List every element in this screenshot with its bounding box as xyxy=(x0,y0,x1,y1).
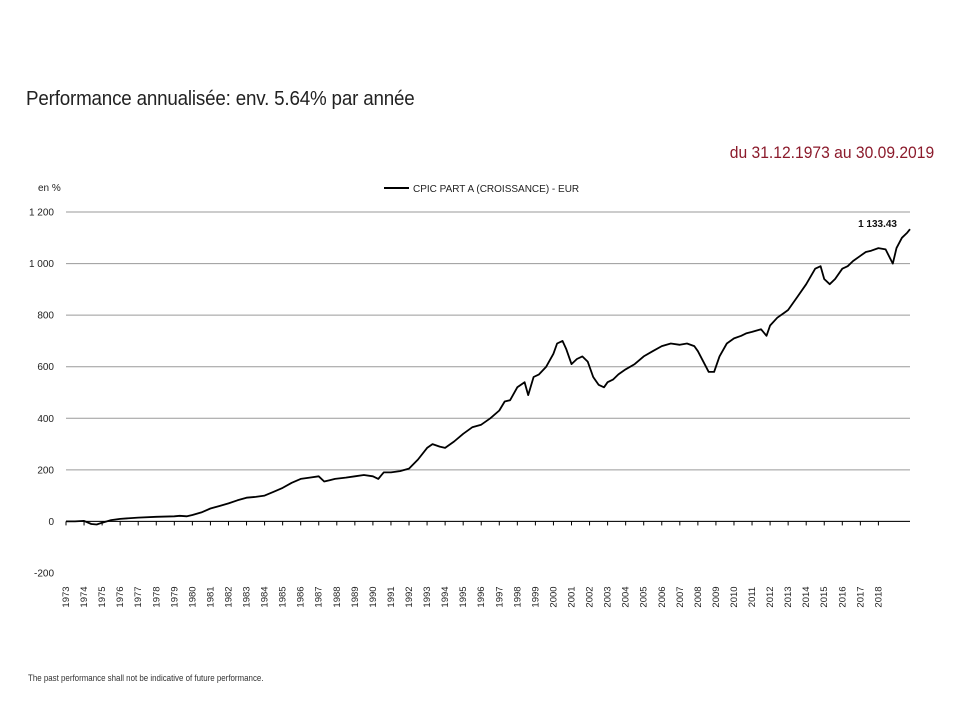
y-axis-ticks: -200 0 200 400 600 800 1 000 1 200 xyxy=(29,208,54,580)
x-tick-label: 2014 xyxy=(801,586,812,607)
x-tick-label: 1999 xyxy=(530,586,541,607)
series-line-0 xyxy=(66,228,911,526)
y-tick-label: 600 xyxy=(37,362,54,373)
period-label: du 31.12.1973 au 30.09.2019 xyxy=(729,143,934,162)
y-tick-label: 800 xyxy=(37,311,54,322)
x-tick-label: 2009 xyxy=(711,586,722,607)
x-tick-label: 2008 xyxy=(693,586,704,607)
x-tick-label: 1991 xyxy=(386,586,397,607)
x-tick-label: 1989 xyxy=(350,586,361,607)
y-axis-unit-label: en % xyxy=(38,183,61,194)
y-tick-label: 1 200 xyxy=(29,208,54,219)
x-tick-label: 2018 xyxy=(873,586,884,607)
x-tick-label: 2001 xyxy=(566,586,577,607)
x-tick-label: 1983 xyxy=(242,586,253,607)
y-tick-label: 200 xyxy=(37,465,54,476)
x-tick-label: 1982 xyxy=(223,586,234,607)
x-tick-label: 2002 xyxy=(585,586,596,607)
x-tick-label: 1997 xyxy=(494,586,505,607)
y-tick-label: -200 xyxy=(34,569,54,580)
x-tick-label: 2000 xyxy=(548,586,559,607)
x-tick-label: 1998 xyxy=(512,586,523,607)
x-tick-label: 1985 xyxy=(278,586,289,607)
x-tick-label: 2011 xyxy=(747,587,758,607)
x-tick-label: 1988 xyxy=(332,586,343,607)
x-tick-label: 1996 xyxy=(476,586,487,607)
x-tick-label: 1990 xyxy=(368,586,379,607)
x-tick-label: 1994 xyxy=(440,586,451,607)
x-tick-label: 1974 xyxy=(79,586,90,607)
x-tick-label: 1979 xyxy=(169,586,180,607)
x-tick-label: 1981 xyxy=(205,586,216,607)
series-group xyxy=(66,228,911,526)
x-axis: 1973 1974 1975 1976 1977 1978 1979 1980 1981 1982… xyxy=(61,520,910,608)
gridlines xyxy=(66,211,910,522)
x-tick-label: 1977 xyxy=(133,586,144,607)
disclaimer-note: The past performance shall not be indica… xyxy=(28,673,264,683)
x-tick-label: 1986 xyxy=(296,586,307,607)
page-title: Performance annualisée: env. 5.64% par a… xyxy=(26,88,415,110)
x-tick-label: 2013 xyxy=(783,586,794,607)
x-tick-label: 1980 xyxy=(187,586,198,607)
x-tick-label: 1976 xyxy=(115,586,126,607)
x-tick-label: 2003 xyxy=(603,586,614,607)
x-tick-label: 2017 xyxy=(855,586,866,607)
x-tick-label: 1984 xyxy=(260,586,271,607)
y-tick-label: 0 xyxy=(48,517,54,528)
x-tick-label: 1975 xyxy=(97,586,108,607)
y-tick-label: 1 000 xyxy=(29,259,54,270)
x-tick-label: 1995 xyxy=(458,586,469,607)
x-tick-label: 2012 xyxy=(765,586,776,607)
legend-label: CPIC PART A (CROISSANCE) - EUR xyxy=(413,184,579,195)
x-tick-label: 1992 xyxy=(404,586,415,607)
x-tick-label: 2005 xyxy=(639,586,650,607)
x-tick-label: 1993 xyxy=(422,586,433,607)
x-tick-label: 1978 xyxy=(151,586,162,607)
x-tick-label: 2004 xyxy=(621,586,632,607)
y-tick-label: 400 xyxy=(37,414,54,425)
x-tick-label: 1987 xyxy=(314,586,325,607)
end-value-label: 1 133.43 xyxy=(858,219,897,230)
x-tick-label: 1973 xyxy=(61,586,72,607)
x-tick-label: 2007 xyxy=(675,586,686,607)
x-tick-label: 2015 xyxy=(819,586,830,607)
legend: CPIC PART A (CROISSANCE) - EUR xyxy=(384,184,579,195)
x-tick-label: 2016 xyxy=(837,586,848,607)
x-tick-label: 2010 xyxy=(729,586,740,607)
x-tick-label: 2006 xyxy=(657,586,668,607)
